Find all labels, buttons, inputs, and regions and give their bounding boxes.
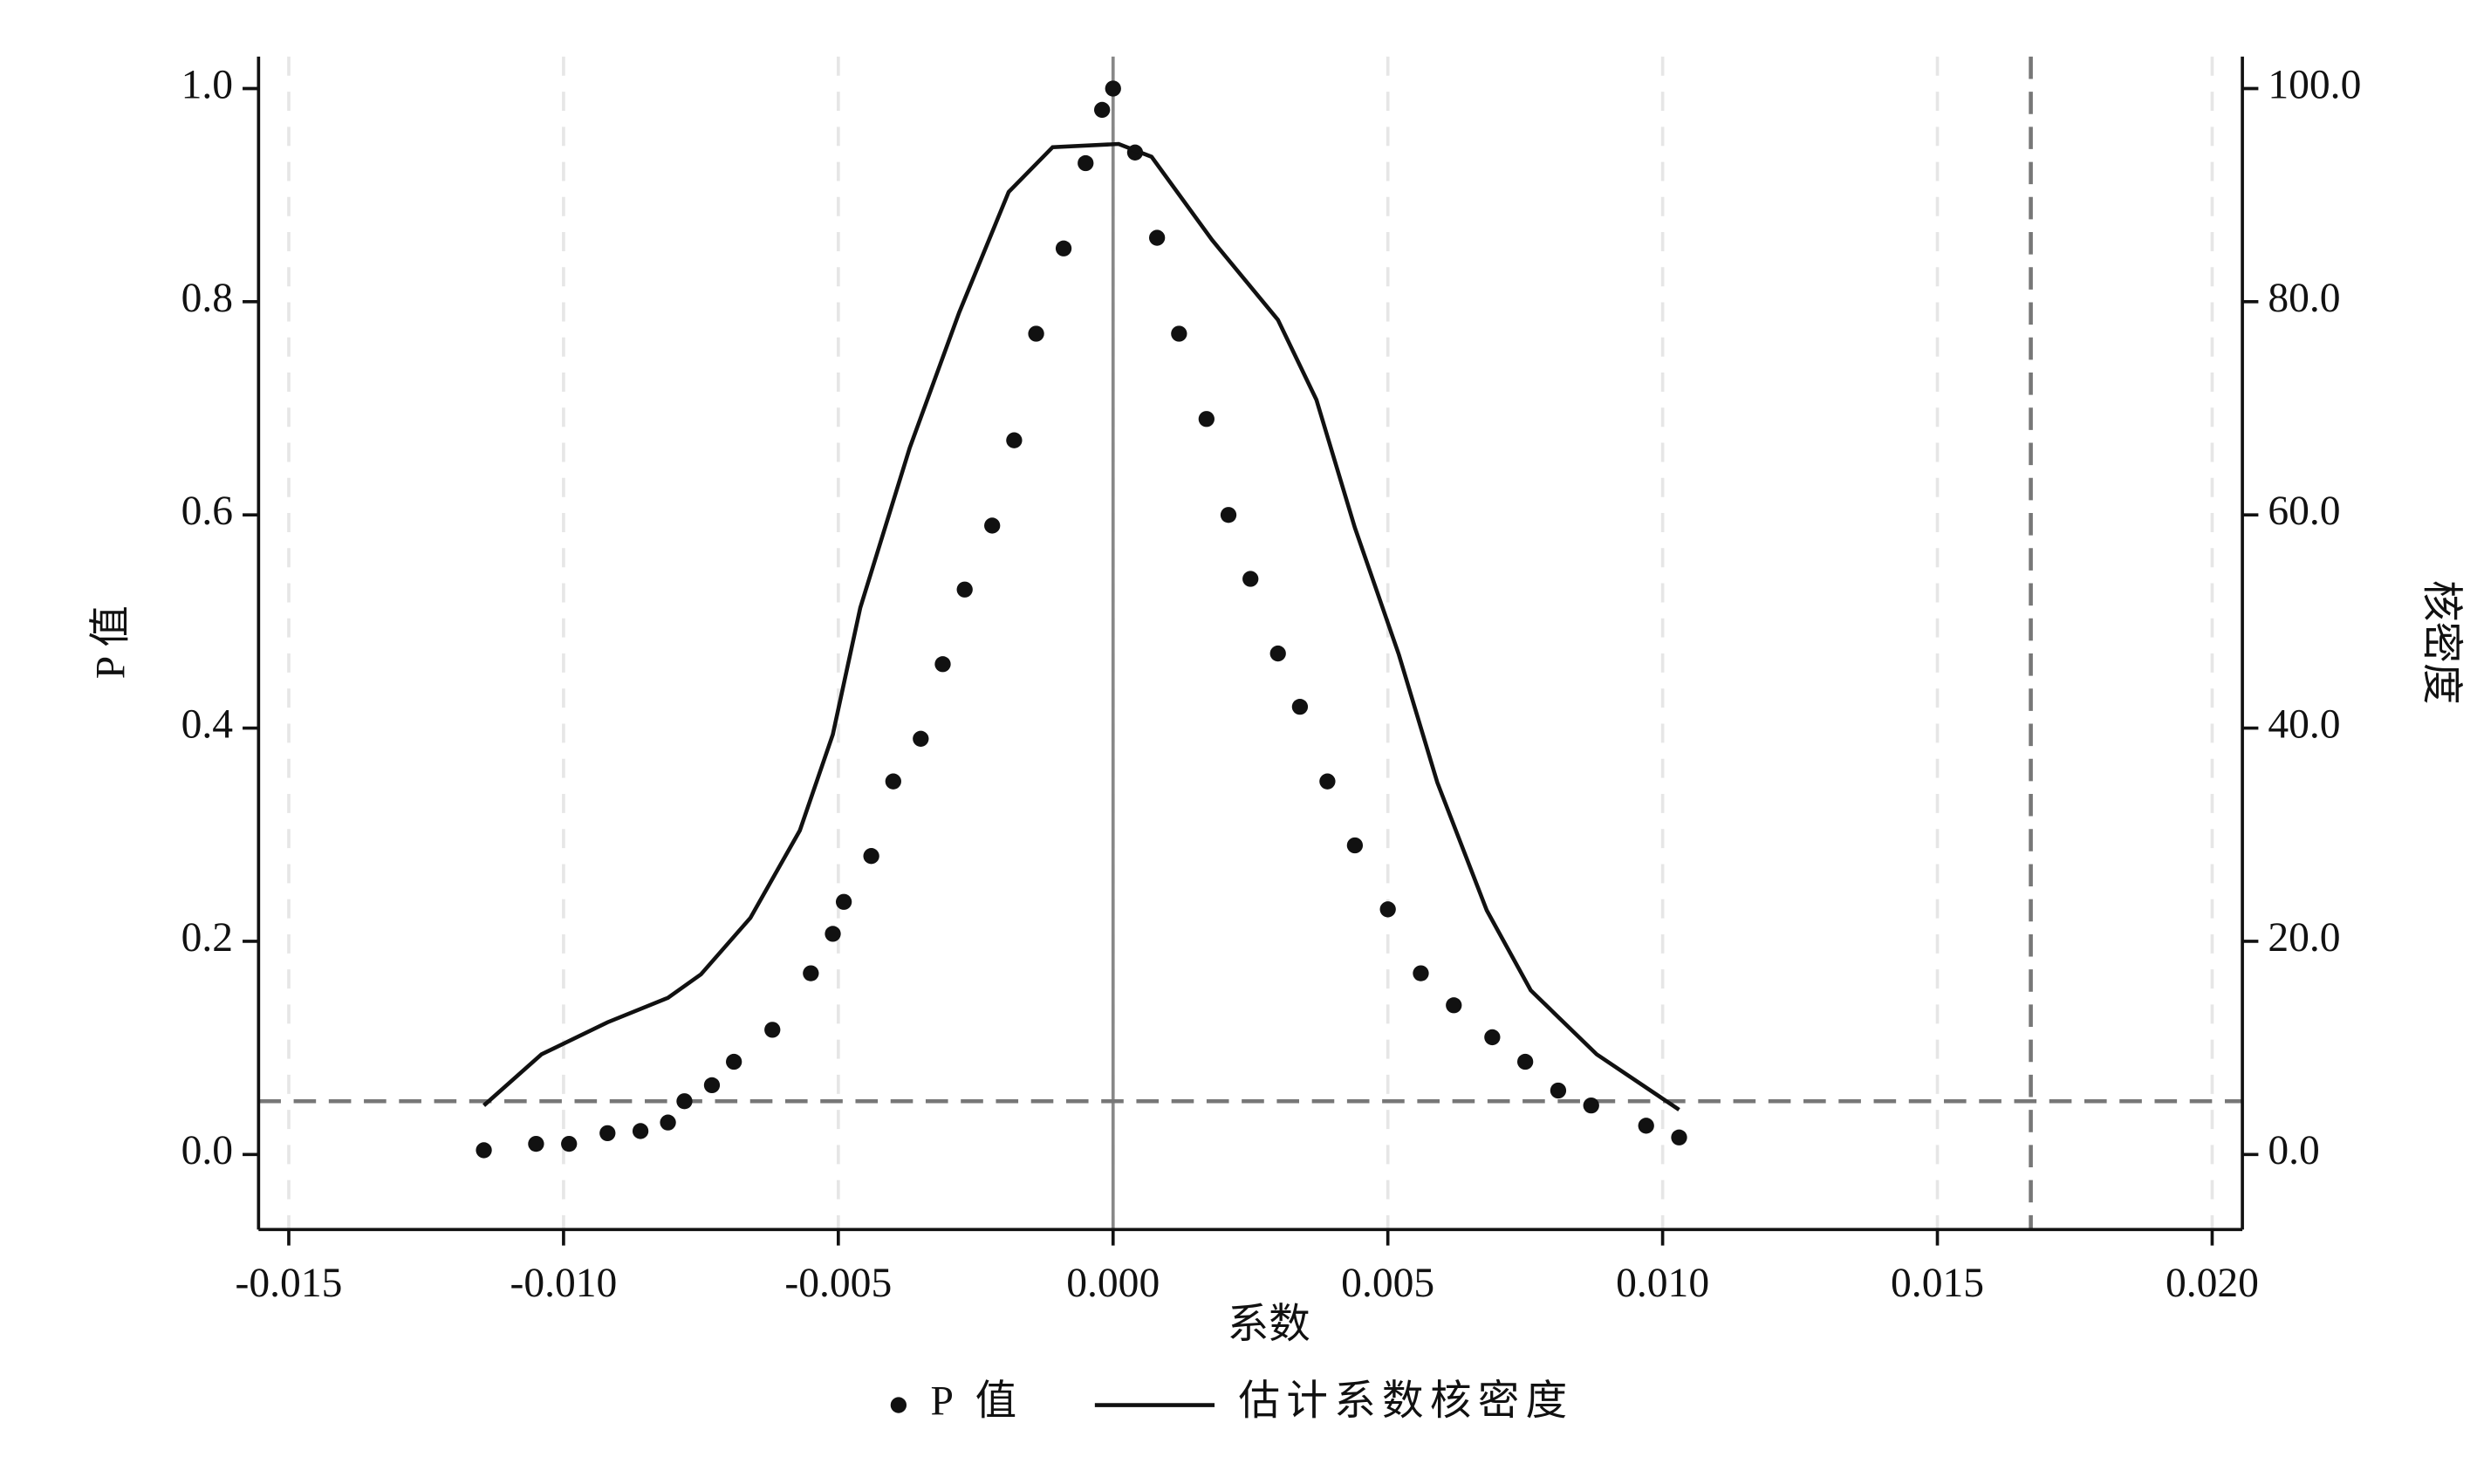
y2-tick-label: 100.0	[2268, 62, 2361, 107]
point	[1346, 837, 1364, 854]
y-tick-label: 0.4	[181, 702, 234, 748]
point	[1671, 1129, 1687, 1145]
x-axis-title: 系数	[1228, 1303, 1310, 1348]
point	[726, 1053, 742, 1070]
point	[764, 1022, 781, 1038]
point	[1055, 240, 1072, 256]
x-tick-label: 0.005	[1341, 1261, 1434, 1306]
point	[1078, 154, 1094, 172]
point	[1516, 1053, 1534, 1070]
y-tick-label: 0.8	[181, 276, 233, 321]
point	[1242, 571, 1259, 587]
y2-tick-label: 40.0	[2268, 702, 2340, 748]
y-tick-label: 0.6	[181, 489, 233, 534]
point	[825, 926, 841, 942]
point	[934, 656, 951, 673]
x-tick-label: 0.020	[2166, 1261, 2259, 1306]
point	[476, 1142, 492, 1159]
y-tick-label: 0.0	[181, 1128, 233, 1173]
point	[1148, 229, 1166, 246]
x-tick-label: -0.005	[784, 1261, 892, 1306]
point	[1583, 1097, 1599, 1114]
point	[913, 730, 929, 747]
point	[835, 893, 852, 910]
point	[528, 1135, 544, 1152]
x-tick-label: 0.000	[1066, 1261, 1160, 1306]
y2-tick-label: 80.0	[2268, 276, 2340, 321]
y2-tick-label: 0.0	[2268, 1128, 2319, 1173]
y-tick-label: 0.2	[181, 915, 233, 961]
point	[956, 581, 973, 598]
x-tick-label: 0.015	[1891, 1261, 1984, 1306]
point	[984, 517, 1001, 534]
point	[660, 1114, 676, 1131]
y2-tick-label: 20.0	[2268, 915, 2340, 961]
point	[1446, 997, 1462, 1014]
point	[1291, 699, 1309, 715]
legend-label: 估计系数核密度	[1238, 1378, 1573, 1424]
point	[1028, 325, 1044, 342]
point	[1550, 1082, 1567, 1099]
x-tick-label: -0.015	[236, 1261, 343, 1306]
y-axis-title: P 值	[89, 605, 134, 679]
point	[1319, 773, 1336, 790]
point	[1198, 411, 1215, 427]
point	[1269, 645, 1286, 662]
point	[803, 965, 819, 981]
point	[1379, 901, 1396, 918]
point	[561, 1135, 578, 1152]
point	[703, 1077, 721, 1094]
point	[599, 1125, 616, 1142]
point	[1413, 965, 1429, 981]
density-line	[482, 141, 1680, 1111]
y-tick-label: 1.0	[181, 62, 233, 107]
point	[1171, 325, 1187, 342]
legend-marker	[890, 1397, 907, 1413]
point	[1220, 507, 1237, 523]
point	[1006, 432, 1023, 448]
point	[863, 848, 879, 865]
point	[1105, 80, 1121, 97]
point	[885, 773, 901, 790]
x-tick-label: -0.010	[510, 1261, 617, 1306]
y2-axis-title: 核密度	[2418, 580, 2463, 705]
point	[676, 1093, 693, 1110]
legend-label: P 值	[930, 1378, 1023, 1424]
point	[1484, 1029, 1501, 1046]
x-tick-label: 0.010	[1616, 1261, 1709, 1306]
y2-tick-label: 60.0	[2268, 489, 2340, 534]
point	[1094, 101, 1111, 119]
point	[632, 1123, 649, 1139]
point	[1638, 1118, 1654, 1134]
